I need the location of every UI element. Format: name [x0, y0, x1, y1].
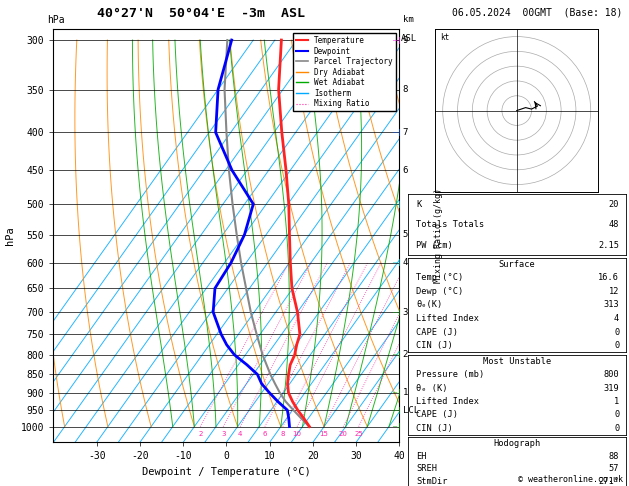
Text: kt: kt	[440, 33, 449, 41]
Text: 319: 319	[604, 383, 620, 393]
Text: θₑ(K): θₑ(K)	[416, 300, 443, 310]
Text: 2: 2	[403, 350, 408, 360]
Text: —|: —|	[393, 389, 402, 396]
Text: 2: 2	[198, 431, 203, 437]
Text: θₑ (K): θₑ (K)	[416, 383, 448, 393]
Text: CAPE (J): CAPE (J)	[416, 410, 459, 419]
Text: 6: 6	[262, 431, 267, 437]
Y-axis label: hPa: hPa	[6, 226, 15, 245]
Text: 1: 1	[403, 388, 408, 397]
Text: hPa: hPa	[47, 15, 65, 25]
X-axis label: Dewpoint / Temperature (°C): Dewpoint / Temperature (°C)	[142, 467, 311, 477]
Text: 10: 10	[292, 431, 301, 437]
Text: 0: 0	[614, 410, 620, 419]
Text: 88: 88	[609, 452, 620, 461]
Text: CAPE (J): CAPE (J)	[416, 328, 459, 336]
Text: 12: 12	[609, 287, 620, 296]
Text: —|: —|	[393, 36, 402, 44]
Text: Mixing Ratio (g/kg): Mixing Ratio (g/kg)	[434, 188, 443, 283]
Text: © weatheronline.co.uk: © weatheronline.co.uk	[518, 474, 623, 484]
Text: Lifted Index: Lifted Index	[416, 397, 479, 406]
Text: 0: 0	[614, 424, 620, 433]
Text: 9: 9	[403, 35, 408, 45]
Text: 0: 0	[614, 328, 620, 336]
Text: 4: 4	[614, 314, 620, 323]
Text: EH: EH	[416, 452, 427, 461]
Text: 40°27'N  50°04'E  -3m  ASL: 40°27'N 50°04'E -3m ASL	[97, 7, 305, 20]
Text: PW (cm): PW (cm)	[416, 241, 453, 249]
Text: 6: 6	[403, 166, 408, 175]
Text: 15: 15	[320, 431, 328, 437]
Text: 0: 0	[614, 341, 620, 350]
Text: LCL: LCL	[403, 406, 419, 415]
Text: SREH: SREH	[416, 465, 437, 473]
Text: —|: —|	[393, 423, 402, 430]
Text: 8: 8	[403, 85, 408, 94]
Text: 5: 5	[403, 230, 408, 239]
Text: 57: 57	[609, 465, 620, 473]
Text: 800: 800	[604, 370, 620, 380]
Text: K: K	[416, 200, 421, 209]
Text: 3: 3	[403, 308, 408, 316]
Text: Surface: Surface	[498, 260, 535, 269]
Text: —|: —|	[393, 201, 402, 208]
Text: 2.15: 2.15	[598, 241, 620, 249]
Text: 4: 4	[238, 431, 242, 437]
Text: Temp (°C): Temp (°C)	[416, 274, 464, 282]
Text: 20: 20	[609, 200, 620, 209]
Legend: Temperature, Dewpoint, Parcel Trajectory, Dry Adiabat, Wet Adiabat, Isotherm, Mi: Temperature, Dewpoint, Parcel Trajectory…	[293, 33, 396, 111]
Text: Pressure (mb): Pressure (mb)	[416, 370, 484, 380]
Text: km: km	[403, 15, 413, 24]
Text: —|: —|	[393, 351, 402, 359]
Text: 3: 3	[221, 431, 226, 437]
Text: 271°: 271°	[598, 477, 620, 486]
Text: —|: —|	[393, 259, 402, 266]
Text: Totals Totals: Totals Totals	[416, 220, 484, 229]
Text: —|: —|	[393, 129, 402, 136]
Text: CIN (J): CIN (J)	[416, 341, 453, 350]
Text: 1: 1	[614, 397, 620, 406]
Text: —|: —|	[393, 309, 402, 315]
Text: Dewp (°C): Dewp (°C)	[416, 287, 464, 296]
Text: 16.6: 16.6	[598, 274, 620, 282]
Text: CIN (J): CIN (J)	[416, 424, 453, 433]
Text: 313: 313	[604, 300, 620, 310]
Text: 06.05.2024  00GMT  (Base: 18): 06.05.2024 00GMT (Base: 18)	[452, 7, 623, 17]
Text: Hodograph: Hodograph	[493, 439, 540, 448]
Text: Lifted Index: Lifted Index	[416, 314, 479, 323]
Text: —|: —|	[393, 407, 402, 414]
Text: ASL: ASL	[401, 34, 418, 43]
Text: 7: 7	[403, 128, 408, 137]
Text: 48: 48	[609, 220, 620, 229]
Text: 20: 20	[339, 431, 348, 437]
Text: StmDir: StmDir	[416, 477, 448, 486]
Text: 25: 25	[354, 431, 363, 437]
Text: 4: 4	[403, 258, 408, 267]
Text: Most Unstable: Most Unstable	[482, 357, 551, 366]
Text: 8: 8	[281, 431, 285, 437]
